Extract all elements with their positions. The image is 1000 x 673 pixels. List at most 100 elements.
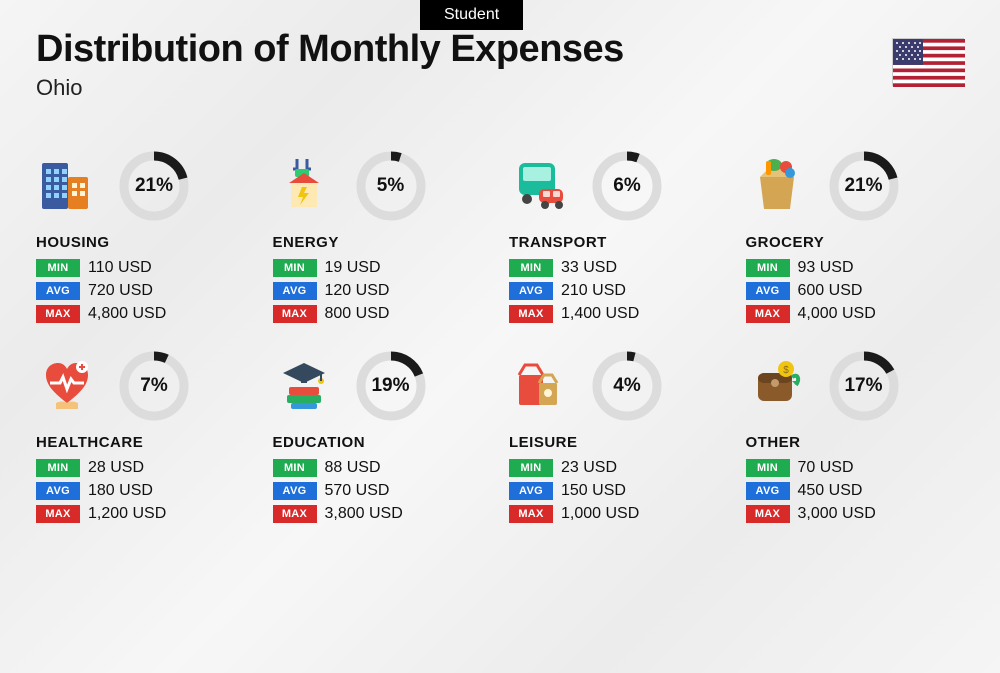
expense-grid: 21% HOUSING MIN 110 USD AVG 720 USD MAX … bbox=[36, 150, 964, 528]
category-name: ENERGY bbox=[273, 234, 492, 251]
min-value: 23 USD bbox=[561, 459, 617, 477]
avg-tag: AVG bbox=[746, 282, 790, 300]
max-value: 1,400 USD bbox=[561, 305, 639, 323]
min-tag: MIN bbox=[746, 459, 790, 477]
other-icon: $ bbox=[746, 355, 808, 417]
max-tag: MAX bbox=[509, 305, 553, 323]
avg-tag: AVG bbox=[36, 482, 80, 500]
avg-tag: AVG bbox=[36, 282, 80, 300]
avg-value: 570 USD bbox=[325, 482, 390, 500]
min-value: 110 USD bbox=[88, 259, 152, 277]
min-value: 33 USD bbox=[561, 259, 617, 277]
page-title: Distribution of Monthly Expenses bbox=[36, 28, 624, 71]
pct-donut-other: 17% bbox=[828, 350, 900, 422]
min-tag: MIN bbox=[509, 259, 553, 277]
expense-card-energy: 5% ENERGY MIN 19 USD AVG 120 USD MAX 800… bbox=[273, 150, 492, 328]
expense-card-leisure: 4% LEISURE MIN 23 USD AVG 150 USD MAX 1,… bbox=[509, 350, 728, 528]
expense-card-grocery: 21% GROCERY MIN 93 USD AVG 600 USD MAX 4… bbox=[746, 150, 965, 328]
stat-avg: AVG 600 USD bbox=[746, 282, 965, 300]
avg-tag: AVG bbox=[509, 282, 553, 300]
stat-max: MAX 4,000 USD bbox=[746, 305, 965, 323]
category-name: EDUCATION bbox=[273, 434, 492, 451]
max-tag: MAX bbox=[36, 305, 80, 323]
stat-max: MAX 3,800 USD bbox=[273, 505, 492, 523]
stat-avg: AVG 210 USD bbox=[509, 282, 728, 300]
max-tag: MAX bbox=[746, 305, 790, 323]
stat-min: MIN 19 USD bbox=[273, 259, 492, 277]
us-flag-icon bbox=[892, 38, 964, 86]
stat-min: MIN 33 USD bbox=[509, 259, 728, 277]
min-value: 19 USD bbox=[325, 259, 381, 277]
stat-max: MAX 1,400 USD bbox=[509, 305, 728, 323]
avg-tag: AVG bbox=[509, 482, 553, 500]
min-tag: MIN bbox=[273, 459, 317, 477]
avg-value: 450 USD bbox=[798, 482, 863, 500]
student-badge: Student bbox=[420, 0, 523, 30]
avg-tag: AVG bbox=[273, 482, 317, 500]
avg-value: 180 USD bbox=[88, 482, 153, 500]
energy-icon bbox=[273, 155, 335, 217]
min-tag: MIN bbox=[509, 459, 553, 477]
stat-min: MIN 23 USD bbox=[509, 459, 728, 477]
stat-max: MAX 4,800 USD bbox=[36, 305, 255, 323]
grocery-icon bbox=[746, 155, 808, 217]
max-value: 4,000 USD bbox=[798, 305, 876, 323]
category-name: HEALTHCARE bbox=[36, 434, 255, 451]
max-tag: MAX bbox=[273, 305, 317, 323]
max-tag: MAX bbox=[273, 505, 317, 523]
avg-value: 600 USD bbox=[798, 282, 863, 300]
min-tag: MIN bbox=[273, 259, 317, 277]
pct-donut-energy: 5% bbox=[355, 150, 427, 222]
avg-tag: AVG bbox=[746, 482, 790, 500]
pct-label: 4% bbox=[591, 350, 663, 422]
pct-label: 21% bbox=[118, 150, 190, 222]
stat-max: MAX 3,000 USD bbox=[746, 505, 965, 523]
stat-min: MIN 110 USD bbox=[36, 259, 255, 277]
pct-donut-grocery: 21% bbox=[828, 150, 900, 222]
transport-icon bbox=[509, 155, 571, 217]
pct-donut-transport: 6% bbox=[591, 150, 663, 222]
expense-card-healthcare: 7% HEALTHCARE MIN 28 USD AVG 180 USD MAX… bbox=[36, 350, 255, 528]
max-value: 4,800 USD bbox=[88, 305, 166, 323]
header: Distribution of Monthly Expenses Ohio bbox=[36, 28, 624, 101]
stat-min: MIN 28 USD bbox=[36, 459, 255, 477]
housing-icon bbox=[36, 155, 98, 217]
max-value: 3,800 USD bbox=[325, 505, 403, 523]
max-value: 3,000 USD bbox=[798, 505, 876, 523]
svg-text:$: $ bbox=[783, 365, 789, 376]
pct-label: 6% bbox=[591, 150, 663, 222]
pct-label: 19% bbox=[355, 350, 427, 422]
pct-label: 21% bbox=[828, 150, 900, 222]
min-tag: MIN bbox=[36, 259, 80, 277]
expense-card-education: 19% EDUCATION MIN 88 USD AVG 570 USD MAX… bbox=[273, 350, 492, 528]
min-value: 93 USD bbox=[798, 259, 854, 277]
category-name: LEISURE bbox=[509, 434, 728, 451]
avg-value: 720 USD bbox=[88, 282, 153, 300]
category-name: OTHER bbox=[746, 434, 965, 451]
expense-card-transport: 6% TRANSPORT MIN 33 USD AVG 210 USD MAX … bbox=[509, 150, 728, 328]
stat-max: MAX 800 USD bbox=[273, 305, 492, 323]
pct-donut-housing: 21% bbox=[118, 150, 190, 222]
max-tag: MAX bbox=[36, 505, 80, 523]
pct-donut-healthcare: 7% bbox=[118, 350, 190, 422]
stat-avg: AVG 450 USD bbox=[746, 482, 965, 500]
avg-tag: AVG bbox=[273, 282, 317, 300]
expense-card-other: $ 17% OTHER MIN 70 USD AVG 450 USD MAX 3… bbox=[746, 350, 965, 528]
category-name: TRANSPORT bbox=[509, 234, 728, 251]
max-value: 1,000 USD bbox=[561, 505, 639, 523]
stat-min: MIN 88 USD bbox=[273, 459, 492, 477]
stat-avg: AVG 150 USD bbox=[509, 482, 728, 500]
min-value: 88 USD bbox=[325, 459, 381, 477]
leisure-icon bbox=[509, 355, 571, 417]
avg-value: 150 USD bbox=[561, 482, 626, 500]
education-icon bbox=[273, 355, 335, 417]
page-subtitle: Ohio bbox=[36, 75, 624, 101]
stat-min: MIN 93 USD bbox=[746, 259, 965, 277]
avg-value: 120 USD bbox=[325, 282, 390, 300]
expense-card-housing: 21% HOUSING MIN 110 USD AVG 720 USD MAX … bbox=[36, 150, 255, 328]
pct-donut-education: 19% bbox=[355, 350, 427, 422]
min-value: 70 USD bbox=[798, 459, 854, 477]
healthcare-icon bbox=[36, 355, 98, 417]
stat-avg: AVG 720 USD bbox=[36, 282, 255, 300]
max-tag: MAX bbox=[509, 505, 553, 523]
